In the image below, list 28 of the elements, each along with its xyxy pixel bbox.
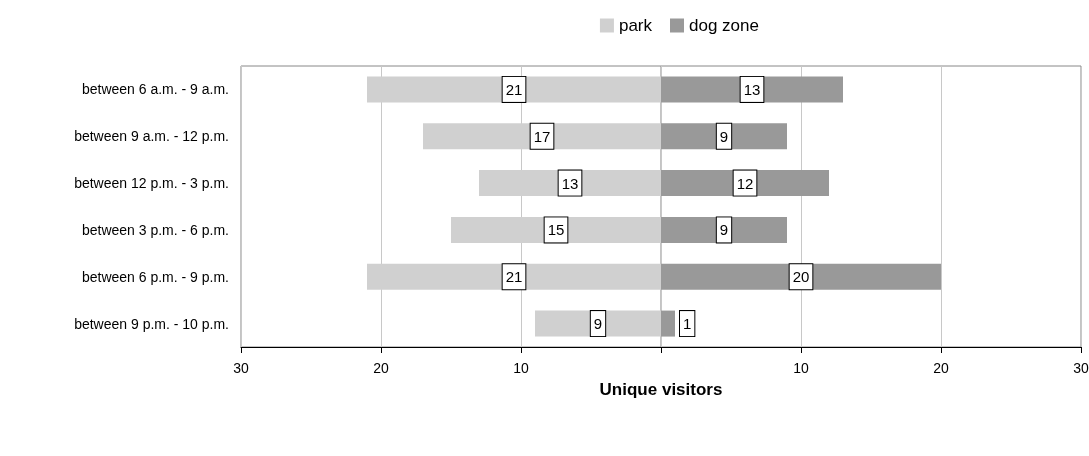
x-tick-label: 20 bbox=[373, 360, 389, 376]
data-label: 13 bbox=[743, 80, 761, 98]
data-label: 1 bbox=[683, 315, 692, 333]
x-tick-label: 30 bbox=[233, 360, 249, 376]
data-label: 21 bbox=[505, 80, 523, 98]
x-tick-label: 10 bbox=[513, 360, 529, 376]
y-tick-label: between 9 p.m. - 10 p.m. bbox=[74, 315, 229, 332]
data-label: 9 bbox=[593, 315, 603, 333]
data-label: 21 bbox=[505, 268, 523, 286]
y-tick-label: between 6 a.m. - 9 a.m. bbox=[81, 81, 229, 98]
y-tick-label: between 6 p.m. - 9 p.m. bbox=[81, 268, 229, 285]
legend-label: park bbox=[618, 16, 653, 35]
data-label: 20 bbox=[792, 268, 810, 286]
x-tick-label: 20 bbox=[933, 360, 949, 376]
data-label: 17 bbox=[533, 127, 551, 145]
y-tick-label: between 12 p.m. - 3 p.m. bbox=[74, 175, 229, 192]
data-label: 13 bbox=[561, 174, 579, 192]
data-label: 9 bbox=[719, 127, 729, 145]
y-tick-label: between 3 p.m. - 6 p.m. bbox=[81, 221, 229, 238]
x-tick-label: 30 bbox=[1073, 360, 1089, 376]
bar bbox=[661, 310, 675, 337]
y-tick-label: between 9 a.m. - 12 p.m. bbox=[74, 128, 229, 145]
data-label: 15 bbox=[547, 221, 565, 239]
legend-label: dog zone bbox=[689, 16, 759, 35]
x-tick-label: 10 bbox=[793, 360, 809, 376]
data-label: 9 bbox=[719, 221, 729, 239]
x-axis-title: Unique visitors bbox=[598, 380, 724, 400]
data-label: 12 bbox=[736, 174, 754, 192]
